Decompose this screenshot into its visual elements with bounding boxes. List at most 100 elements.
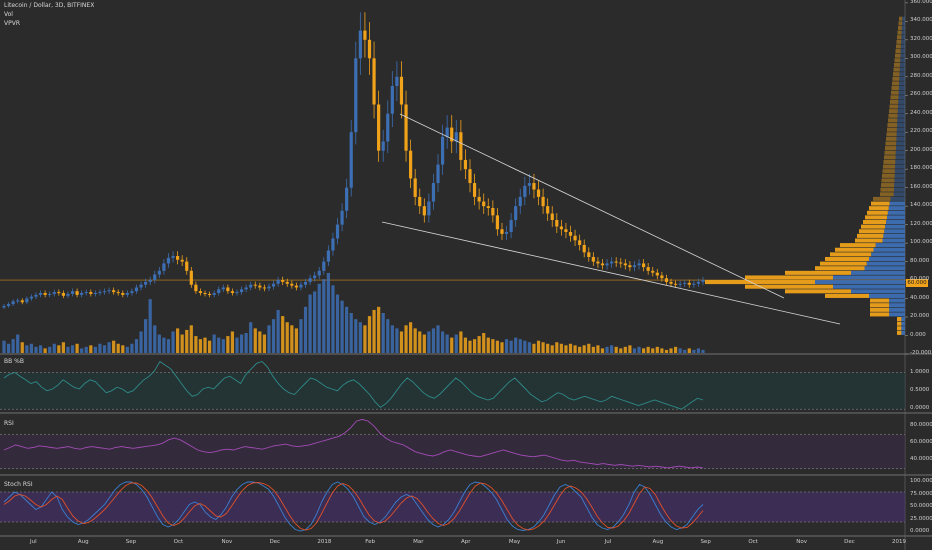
candle-up	[326, 250, 330, 262]
candle-down	[422, 206, 426, 216]
vpvr-down-bar	[867, 210, 888, 215]
volume-bar	[404, 325, 408, 353]
vpvr-down-bar	[745, 284, 833, 289]
volume-bar	[669, 348, 673, 353]
candle-up	[509, 220, 513, 233]
candle-down	[646, 267, 650, 271]
candle-up	[436, 164, 440, 184]
volume-indicator-label[interactable]: Vol	[4, 11, 13, 18]
vpvr-down-bar	[820, 261, 867, 266]
candle-down	[477, 196, 481, 202]
time-axis-label: Nov	[796, 539, 807, 545]
candle-down	[660, 275, 664, 279]
candle-down	[482, 201, 486, 207]
vpvr-up-bar	[866, 261, 905, 266]
volume-bar	[637, 346, 641, 353]
vpvr-up-bar	[898, 90, 905, 95]
vpvr-down-bar	[891, 90, 899, 95]
candle-down	[596, 261, 600, 264]
candle-up	[52, 292, 56, 294]
vpvr-up-bar	[893, 192, 905, 197]
volume-bar	[93, 346, 97, 353]
volume-bar	[422, 334, 426, 353]
price-axis-label: -20.000	[910, 350, 932, 356]
price-axis-label: 100.000	[910, 239, 932, 246]
volume-bar	[500, 342, 504, 353]
rsi-pane-label[interactable]: RSI	[4, 420, 14, 427]
stoch-rsi-pane-label[interactable]: Stoch RSI	[4, 481, 33, 488]
vpvr-down-bar	[840, 243, 876, 248]
vpvr-up-bar	[895, 150, 905, 155]
volume-bar	[203, 337, 207, 353]
time-axis-label: Jun	[556, 539, 566, 545]
candle-down	[568, 232, 573, 236]
volume-bar	[317, 283, 321, 353]
time-axis-label: Feb	[365, 539, 375, 545]
bb-pane-label[interactable]: BB %B	[4, 358, 24, 365]
candle-up	[527, 183, 531, 186]
vpvr-up-bar	[901, 330, 905, 335]
volume-bar	[692, 349, 696, 353]
volume-bar	[335, 294, 340, 353]
vpvr-down-bar	[865, 215, 887, 220]
volume-bar	[102, 345, 107, 353]
price-axis-label: 160.000	[910, 183, 932, 190]
volume-bar	[504, 339, 509, 353]
time-axis-label: Sep	[125, 539, 137, 545]
candle-down	[459, 132, 463, 160]
oscillator-axis-label: 0.0000	[910, 405, 930, 412]
vpvr-up-bar	[896, 136, 905, 141]
volume-bar	[239, 334, 244, 353]
volume-bar	[578, 346, 582, 353]
candle-up	[637, 263, 641, 266]
candle-up	[29, 296, 34, 299]
volume-bar	[107, 342, 111, 353]
candle-up	[212, 293, 216, 295]
candle-up	[313, 275, 317, 279]
price-axis-label: 40.000	[910, 294, 930, 301]
candle-down	[486, 206, 490, 208]
volume-bar	[84, 346, 88, 353]
volume-bar	[472, 339, 477, 353]
vpvr-up-bar	[887, 210, 905, 215]
candle-down	[116, 292, 120, 294]
volume-bar	[61, 342, 65, 353]
volume-bar	[157, 334, 161, 353]
price-axis-label: 80.000	[910, 257, 930, 264]
oscillator-axis-label: 0.0000	[910, 528, 930, 534]
vpvr-up-bar	[869, 293, 905, 298]
volume-bar	[664, 349, 669, 353]
vpvr-up-bar	[896, 141, 905, 146]
volume-bar	[683, 349, 687, 353]
vpvr-indicator-label[interactable]: VPVR	[4, 20, 20, 27]
volume-bar	[518, 339, 522, 353]
volume-bar	[25, 345, 29, 353]
time-axis-label: Dec	[269, 539, 281, 545]
candle-up	[271, 283, 276, 287]
volume-bar	[121, 345, 125, 353]
candle-up	[395, 76, 399, 87]
candle-up	[632, 265, 637, 268]
volume-bar	[514, 337, 518, 353]
vpvr-up-bar	[899, 76, 905, 81]
candle-up	[153, 274, 157, 281]
candle-up	[523, 185, 527, 197]
volume-bar	[221, 339, 225, 353]
vpvr-up-bar	[894, 178, 905, 183]
vpvr-down-bar	[897, 30, 902, 35]
candle-up	[102, 291, 107, 293]
candle-down	[578, 240, 582, 245]
vpvr-down-bar	[870, 307, 890, 312]
volume-bar	[523, 340, 527, 353]
candle-down	[290, 283, 294, 286]
candle-up	[440, 136, 445, 165]
vpvr-up-bar	[902, 16, 905, 21]
price-axis-label: 340.000	[910, 17, 932, 24]
volume-bar	[267, 325, 271, 353]
candle-down	[669, 281, 673, 284]
vpvr-up-bar	[900, 58, 905, 63]
candle-down	[194, 284, 198, 292]
candle-up	[340, 210, 344, 225]
volume-bar	[450, 337, 454, 353]
